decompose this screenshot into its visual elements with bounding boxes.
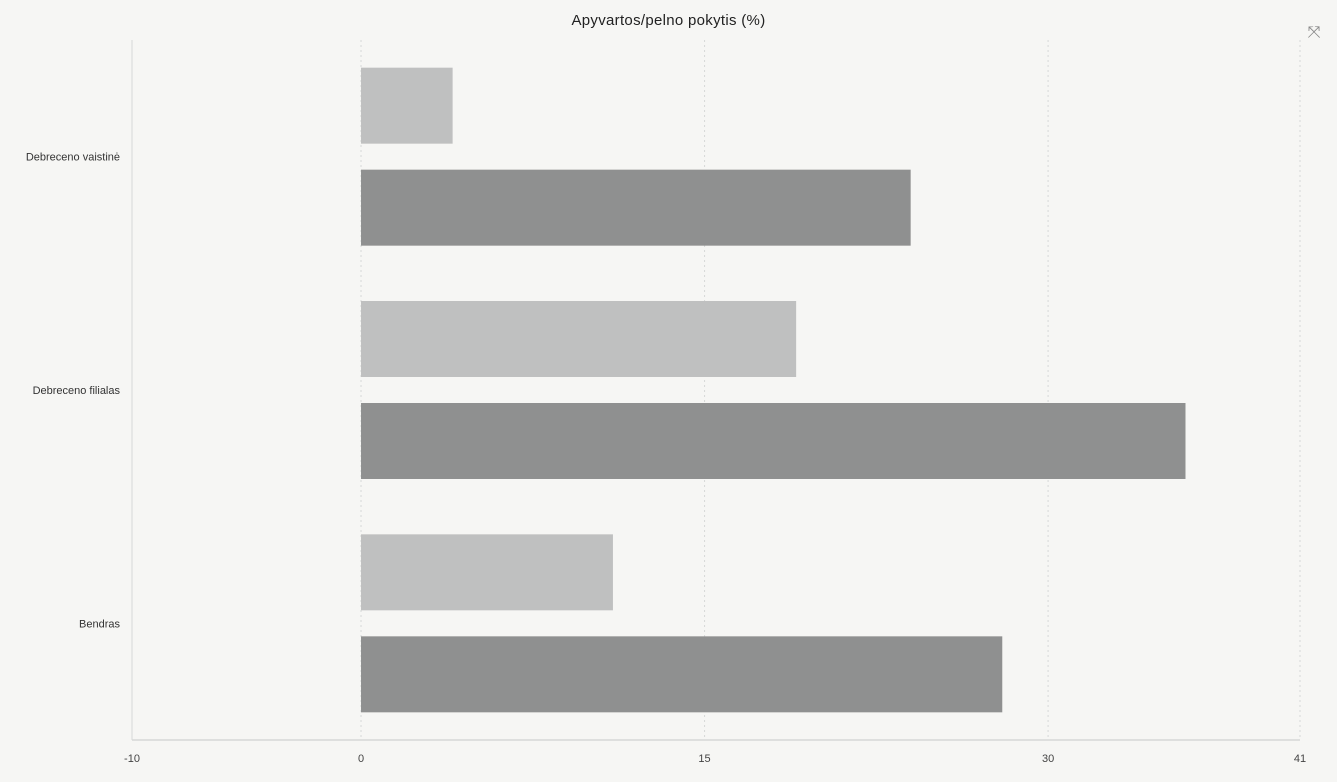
bar-1-0: [361, 301, 797, 377]
bar-2-1: [361, 636, 1003, 713]
chart-title: Apyvartos/pelno pokytis (%): [571, 12, 766, 29]
bar-0-1: [361, 169, 911, 246]
x-tick-label-1: 0: [358, 753, 364, 765]
y-category-label-1: Debreceno filialas: [33, 385, 121, 397]
y-category-label-2: Bendras: [79, 618, 120, 630]
y-category-label-0: Debreceno vaistinė: [26, 152, 120, 164]
x-tick-label-0: -10: [124, 753, 140, 765]
bar-2-0: [361, 534, 613, 611]
x-tick-label-4: 41: [1294, 753, 1306, 765]
x-tick-label-2: 15: [698, 753, 710, 765]
expand-icon[interactable]: ⤧: [1307, 24, 1321, 41]
x-tick-label-3: 30: [1042, 753, 1054, 765]
bar-1-1: [361, 403, 1186, 479]
bar-0-0: [361, 67, 453, 144]
